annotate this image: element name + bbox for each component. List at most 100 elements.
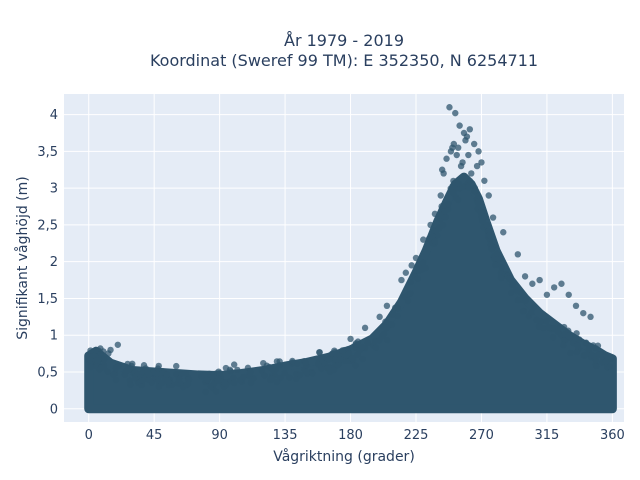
data-point [475, 192, 482, 200]
data-point [212, 388, 220, 395]
data-point [125, 366, 132, 373]
data-point [408, 262, 415, 269]
data-point [412, 254, 420, 262]
data-point [529, 280, 536, 287]
data-point [468, 170, 475, 177]
data-point [462, 137, 469, 144]
data-point [318, 355, 325, 362]
data-point [498, 264, 505, 271]
data-point [221, 379, 228, 387]
data-point [588, 351, 595, 359]
data-point [465, 183, 472, 191]
x-tick-label: 135 [273, 428, 298, 443]
data-point [452, 109, 459, 117]
data-point [316, 349, 323, 356]
data-point [393, 304, 401, 311]
data-point [530, 304, 537, 311]
data-point [359, 355, 366, 363]
data-point [442, 213, 449, 221]
data-point [352, 362, 359, 369]
y-tick-labels: 0 0,5 1 1,5 2 2,5 3 3,5 4 [37, 108, 58, 417]
data-point [200, 371, 208, 379]
data-point [450, 140, 458, 148]
data-point [309, 370, 316, 377]
data-point [450, 177, 457, 185]
data-point [203, 376, 210, 383]
data-point [402, 269, 410, 276]
data-point [453, 151, 460, 159]
data-point [533, 316, 540, 324]
data-point [550, 284, 558, 291]
y-tick-label: 1,5 [37, 292, 58, 307]
data-point [567, 349, 574, 357]
data-point [230, 361, 238, 368]
data-point [582, 339, 590, 346]
y-tick-label: 3,5 [37, 145, 58, 160]
data-point [384, 337, 391, 344]
data-point [361, 324, 369, 332]
chart-title: År 1979 - 2019 [284, 31, 404, 50]
data-points [84, 104, 617, 414]
data-point [572, 302, 580, 310]
data-point [483, 221, 491, 229]
data-point [437, 212, 444, 219]
data-point [574, 342, 581, 349]
data-point [364, 339, 371, 346]
data-point [429, 233, 436, 240]
data-point [107, 346, 114, 354]
y-tick-label: 1 [50, 329, 58, 344]
data-point [507, 275, 514, 283]
y-tick-label: 2 [50, 255, 58, 270]
data-point [456, 122, 463, 129]
data-point [470, 140, 478, 148]
data-point [359, 343, 366, 351]
data-point [296, 371, 304, 379]
data-point [329, 350, 336, 357]
data-point [277, 374, 284, 382]
data-point [474, 199, 482, 207]
data-point [234, 366, 241, 374]
data-point [519, 308, 527, 315]
x-tick-label: 90 [211, 428, 228, 443]
data-point [145, 371, 153, 378]
data-point [268, 366, 276, 373]
data-point [383, 324, 391, 332]
data-point [293, 360, 301, 368]
data-point [535, 323, 543, 330]
data-point [587, 313, 594, 321]
data-point [407, 278, 414, 286]
data-point [466, 126, 474, 133]
data-point [493, 250, 501, 257]
data-point [336, 356, 344, 363]
data-point [536, 276, 543, 284]
data-point [175, 375, 183, 383]
data-point [339, 347, 346, 354]
data-point [101, 355, 108, 363]
data-point [466, 177, 474, 185]
data-point [230, 374, 237, 382]
data-point [407, 290, 414, 297]
data-point [422, 265, 429, 272]
data-point [455, 180, 462, 187]
data-point [163, 371, 171, 378]
data-point [155, 383, 162, 390]
data-point [437, 192, 444, 199]
x-tick-labels: 0 45 90 135 180 225 270 315 360 [85, 428, 625, 443]
x-axis-title: Vågriktning (grader) [273, 448, 415, 465]
data-point [87, 363, 94, 371]
data-point [325, 356, 333, 363]
data-point [592, 345, 600, 352]
data-point [104, 368, 111, 375]
data-point [465, 151, 472, 159]
data-point [246, 369, 254, 377]
data-point [497, 274, 505, 282]
data-point [485, 232, 493, 239]
data-point [455, 196, 462, 204]
data-point [582, 351, 589, 359]
data-point [138, 382, 145, 389]
data-point [471, 188, 478, 195]
data-point [573, 330, 580, 337]
y-tick-label: 0,5 [37, 365, 58, 380]
data-point [420, 236, 427, 243]
data-point [276, 358, 283, 365]
